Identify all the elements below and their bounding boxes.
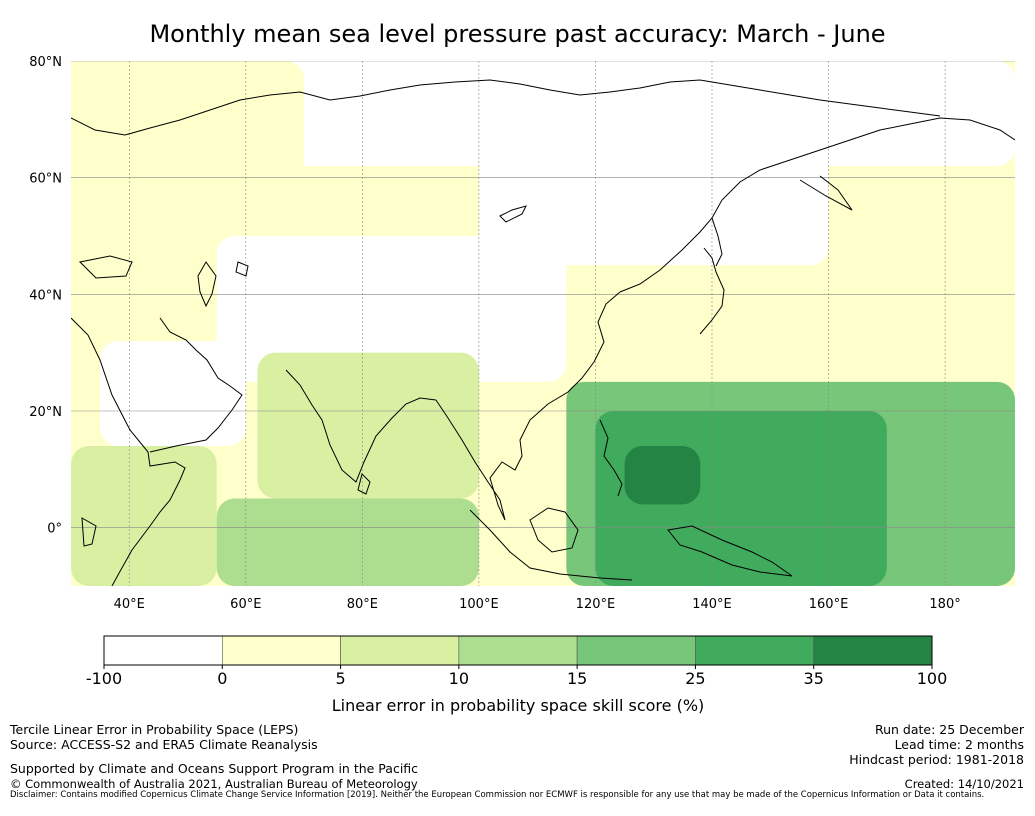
footer-support: Supported by Climate and Oceans Support …	[10, 761, 419, 776]
coastline-baikal	[499, 205, 527, 223]
coastline-sakhalin	[711, 217, 723, 267]
colorbar-bin	[813, 635, 933, 666]
footer-hindcast: Hindcast period: 1981-2018	[849, 752, 1024, 767]
x-axis-ticks: 40°E 60°E 80°E 100°E 120°E 140°E 160°E 180°	[114, 597, 961, 612]
coastline-new-guinea	[667, 525, 793, 577]
heatmap-region-africa-lightgreen	[71, 446, 217, 586]
y-tick-label: 0°	[47, 522, 62, 537]
heatmap-region-siberia-white	[478, 131, 829, 266]
x-tick-label: 140°E	[692, 597, 732, 612]
colorbar-bin	[576, 635, 696, 666]
chart-figure: 40°E 60°E 80°E 100°E 120°E 140°E 160°E 180° 80°…	[29, 55, 1015, 715]
coastline-india	[285, 369, 437, 483]
colorbar-bin	[458, 635, 578, 666]
x-tick-label: 160°E	[809, 597, 849, 612]
gridlines	[71, 61, 1015, 586]
coastline-kamchatka	[799, 175, 853, 211]
heatmap-region-europe-yellow	[71, 177, 217, 324]
colorbar: -100 0 5 10 15 25 35 100	[86, 635, 948, 688]
heatmap-region-indian-ocean-green	[216, 498, 479, 586]
colorbar-tick-label: 0	[217, 669, 227, 688]
x-tick-label: 40°E	[114, 597, 145, 612]
x-tick-label: 100°E	[459, 597, 499, 612]
colorbar-bin	[221, 635, 341, 666]
colorbar-bin	[340, 635, 460, 666]
heatmap-layer	[71, 61, 1015, 586]
footer-created: Created: 14/10/2021	[904, 777, 1024, 791]
coastline-black-sea	[78, 255, 133, 279]
coastline-borneo	[529, 507, 579, 553]
colorbar-tick-label: -100	[86, 669, 122, 688]
y-tick-label: 80°N	[29, 55, 62, 70]
coastline-arabian-peninsula	[149, 317, 243, 453]
footer-lead-time: Lead time: 2 months	[894, 737, 1024, 752]
colorbar-tick-label: 25	[685, 669, 705, 688]
coastline-madagascar	[81, 517, 97, 547]
colorbar-bin	[695, 635, 815, 666]
heatmap-region-arabia-white	[100, 341, 246, 446]
coastline-sumatra-java	[469, 509, 633, 581]
coastline-japan	[699, 247, 725, 335]
heatmap-region-scandinavia-yellow	[71, 61, 305, 190]
coastlines	[71, 79, 1015, 586]
footer-source: Source: ACCESS-S2 and ERA5 Climate Reana…	[10, 737, 318, 752]
coastline-arabia-africa	[71, 317, 186, 586]
coastline-arctic	[71, 79, 941, 136]
colorbar-tick-label: 35	[804, 669, 824, 688]
heatmap-region-philippine-sea-darkgreen	[624, 446, 701, 505]
y-tick-label: 60°N	[29, 172, 62, 187]
footer-method: Tercile Linear Error in Probability Spac…	[10, 722, 299, 737]
coastline-caspian	[197, 261, 217, 308]
colorbar-label: Linear error in probability space skill …	[332, 696, 705, 715]
colorbar-frame	[103, 635, 933, 666]
colorbar-tick-label: 10	[449, 669, 469, 688]
chart-title: Monthly mean sea level pressure past acc…	[149, 20, 886, 48]
coastline-southeast-asia	[435, 291, 621, 521]
x-tick-label: 120°E	[576, 597, 616, 612]
coastline-sri-lanka	[357, 473, 371, 495]
y-tick-label: 20°N	[29, 405, 62, 420]
y-tick-label: 40°N	[29, 288, 62, 303]
heatmap-region-east-pacific-yellow	[828, 166, 1015, 353]
y-axis-ticks: 80°N 60°N 40°N 20°N 0°	[29, 55, 62, 537]
x-tick-label: 60°E	[230, 597, 261, 612]
heatmap-region-india-lightgreen	[257, 352, 479, 499]
coastline-philippines	[599, 419, 623, 497]
colorbar-tick-label: 15	[567, 669, 587, 688]
footer-run-date: Run date: 25 December	[874, 722, 1024, 737]
colorbar-bin	[103, 635, 223, 666]
footer-copyright: © Commonwealth of Australia 2021, Austra…	[10, 777, 418, 791]
x-tick-label: 80°E	[347, 597, 378, 612]
footer-disclaimer: Disclaimer: Contains modified Copernicus…	[10, 790, 985, 800]
colorbar-tick-label: 5	[335, 669, 345, 688]
coastline-east-asia	[619, 117, 1015, 293]
colorbar-tick-label: 100	[917, 669, 948, 688]
x-tick-label: 180°	[929, 597, 960, 612]
coastline-aral	[235, 261, 249, 277]
